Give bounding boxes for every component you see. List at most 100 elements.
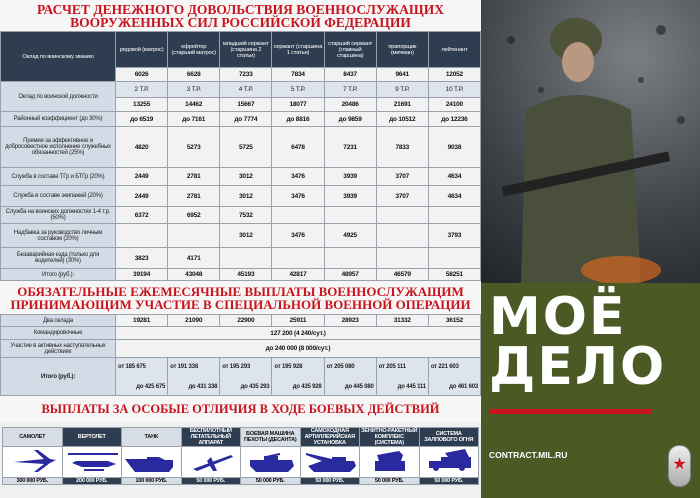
cell-value: 4634	[427, 167, 482, 186]
cell-value	[375, 223, 429, 248]
cell-value: 25911	[271, 314, 325, 327]
brand-line1: МОЁ	[489, 287, 627, 347]
total-range: от 185 675 до 425 675	[114, 357, 169, 396]
cell-value	[323, 247, 377, 269]
contract-url-link[interactable]: CONTRACT.MIL.RU	[489, 450, 568, 460]
position-label: Оклад по воинской должности	[0, 81, 116, 112]
rank-salary: 8437	[323, 67, 377, 82]
rank-header-row: Оклад по воинскому званию рядовой (матрос…	[0, 31, 482, 82]
cell-value: 19281	[114, 314, 169, 327]
cell-value: 3476	[271, 167, 325, 186]
row-label: Итого (руб.):	[0, 357, 116, 396]
position-salary: 21691	[375, 97, 429, 112]
position-grade-row: Оклад по воинской должности 2 Т.Р. 3 Т.Р. 4…	[0, 81, 482, 112]
mlrs-icon	[428, 449, 471, 471]
cell-value: 5725	[219, 126, 273, 168]
offensive-value: до 240 000 (8 000/сут.)	[115, 339, 481, 358]
row-label: Участие в активных наступательных действ…	[0, 339, 116, 358]
cell-value: 9038	[427, 126, 482, 168]
position-grade: 7 Т.Р.	[323, 81, 377, 98]
title-line: РАСЧЕТ ДЕНЕЖНОГО ДОВОЛЬСТВИЯ ВОЕННОСЛУЖА…	[37, 2, 444, 17]
cell-value: до 7774	[219, 111, 273, 127]
award-name: БОЕВАЯ МАШИНА ПЕХОТЫ (ДЕСАНТА)	[240, 427, 301, 447]
position-grade: 5 Т.Р.	[271, 81, 325, 98]
cell-value	[167, 223, 221, 248]
rank-salary: 9641	[375, 67, 429, 82]
cell-value	[271, 247, 325, 269]
cell-value	[323, 206, 377, 224]
position-salary: 13255	[114, 97, 169, 112]
total-from: от 205 080	[326, 364, 355, 370]
title-line: ВООРУЖЕННЫХ СИЛ РОССИЙСКОЙ ФЕДЕРАЦИИ	[70, 15, 411, 30]
cell-value: 7833	[375, 126, 429, 168]
cell-value	[114, 223, 169, 248]
award-name: СИСТЕМА ЗАЛПОВОГО ОГНЯ	[418, 427, 479, 447]
cell-value: 3707	[375, 167, 429, 186]
row-label: Надбавка за руководство личным составом …	[0, 223, 116, 248]
total-range: от 205 080 до 445 080	[323, 357, 377, 396]
award-names-row: САМОЛЕТ ВЕРТОЛЕТ ТАНК БЕСПИЛОТНЫЙ ЛЕТАТЕЛЬН…	[2, 427, 479, 447]
rank-salary: 6026	[114, 67, 169, 82]
rank-salary: 12052	[427, 67, 482, 82]
offensive-row: Участие в активных наступательных действ…	[0, 339, 481, 358]
total-from: от 185 675	[118, 364, 146, 370]
position-salary: 24100	[427, 97, 482, 112]
cell-value: 6952	[167, 206, 221, 224]
artillery-icon	[305, 453, 356, 472]
award-amount: 300 000 РУБ.	[2, 477, 63, 485]
total-to: до 445 080	[344, 384, 374, 390]
rank-salary: 7834	[271, 67, 325, 82]
total-from: от 191 338	[170, 364, 198, 370]
cell-value: 3012	[219, 167, 273, 186]
award-amount: 50 000 РУБ.	[180, 477, 241, 485]
award-name: САМОЛЕТ	[2, 427, 63, 447]
awards-table: САМОЛЕТ ВЕРТОЛЕТ ТАНК БЕСПИЛОТНЫЙ ЛЕТАТЕЛЬН…	[2, 427, 479, 485]
table-row: Премия за эффективное и добросовестное и…	[0, 126, 482, 168]
total-to: до 435 928	[292, 384, 322, 390]
award-amount: 200 000 РУБ.	[61, 477, 122, 485]
award-name: ЗЕНИТНО-РАКЕТНЫЙ КОМПЛЕКС (СИСТЕМА)	[359, 427, 420, 447]
rank-header: младший сержант (старшина 2 статьи)	[219, 31, 273, 68]
rank-header: сержант (старшина 1 статьи)	[271, 31, 325, 68]
award-amounts-row: 300 000 РУБ. 200 000 РУБ. 100 000 РУБ. 50 0…	[2, 477, 479, 485]
drone-icon	[192, 455, 233, 471]
cell-value: до 9859	[323, 111, 377, 127]
tank-icon	[125, 457, 174, 472]
table-row: Районный коэффициент (до 30%) до 6519 до 7…	[0, 111, 482, 127]
position-grade: 4 Т.Р.	[219, 81, 273, 98]
rank-header: лейтенант	[427, 31, 482, 68]
total-to: до 425 675	[136, 384, 166, 390]
cell-value: 3823	[114, 247, 169, 269]
row-label: Служба в составе ТГр и БТГр (20%)	[0, 167, 116, 186]
cell-value: 28923	[323, 314, 377, 327]
brand-line2: ДЕЛО	[489, 337, 667, 397]
table-row: Служба в составе экипажей (20%) 2449 2781 3…	[0, 185, 482, 207]
total-to: до 435 293	[240, 384, 270, 390]
cell-value: 2781	[167, 185, 221, 207]
award-amount: 100 000 РУБ.	[121, 477, 182, 485]
award-icon-cell	[359, 446, 420, 478]
cell-value: 2449	[114, 167, 169, 186]
cell-value: 22900	[219, 314, 273, 327]
cell-value: 58251	[427, 268, 482, 281]
section2-title: ОБЯЗАТЕЛЬНЫЕ ЕЖЕМЕСЯЧНЫЕ ВЫПЛАТЫ ВОЕННОС…	[0, 281, 481, 314]
cell-value: 3012	[219, 185, 273, 207]
position-grade: 9 Т.Р.	[375, 81, 429, 98]
position-salary: 15667	[219, 97, 273, 112]
rank-salary-row: 6026 6628 7233 7834 8437 9641 12052	[1, 67, 482, 82]
total-from: от 195 293	[222, 364, 251, 370]
cell-value: 3476	[271, 223, 325, 248]
award-icons-row	[2, 446, 479, 478]
position-grade: 2 Т.Р.	[114, 81, 169, 98]
cell-value: 4171	[167, 247, 221, 269]
award-amount: 50 000 РУБ.	[240, 477, 301, 485]
cell-value: 2781	[167, 167, 221, 186]
ifv-icon	[250, 453, 295, 472]
cell-value: 48957	[323, 268, 377, 281]
award-name: БЕСПИЛОТНЫЙ ЛЕТАТЕЛЬНЫЙ АППАРАТ	[180, 427, 241, 447]
cell-value: 3793	[427, 223, 482, 248]
position-salary: 14462	[167, 97, 221, 112]
table-row: Служба на воинских должностях 1-4 т.р. (…	[0, 206, 482, 224]
salary-table: Оклад по воинскому званию рядовой (матрос…	[0, 31, 482, 281]
rank-header: ефрейтор (старший матрос)	[167, 31, 221, 68]
